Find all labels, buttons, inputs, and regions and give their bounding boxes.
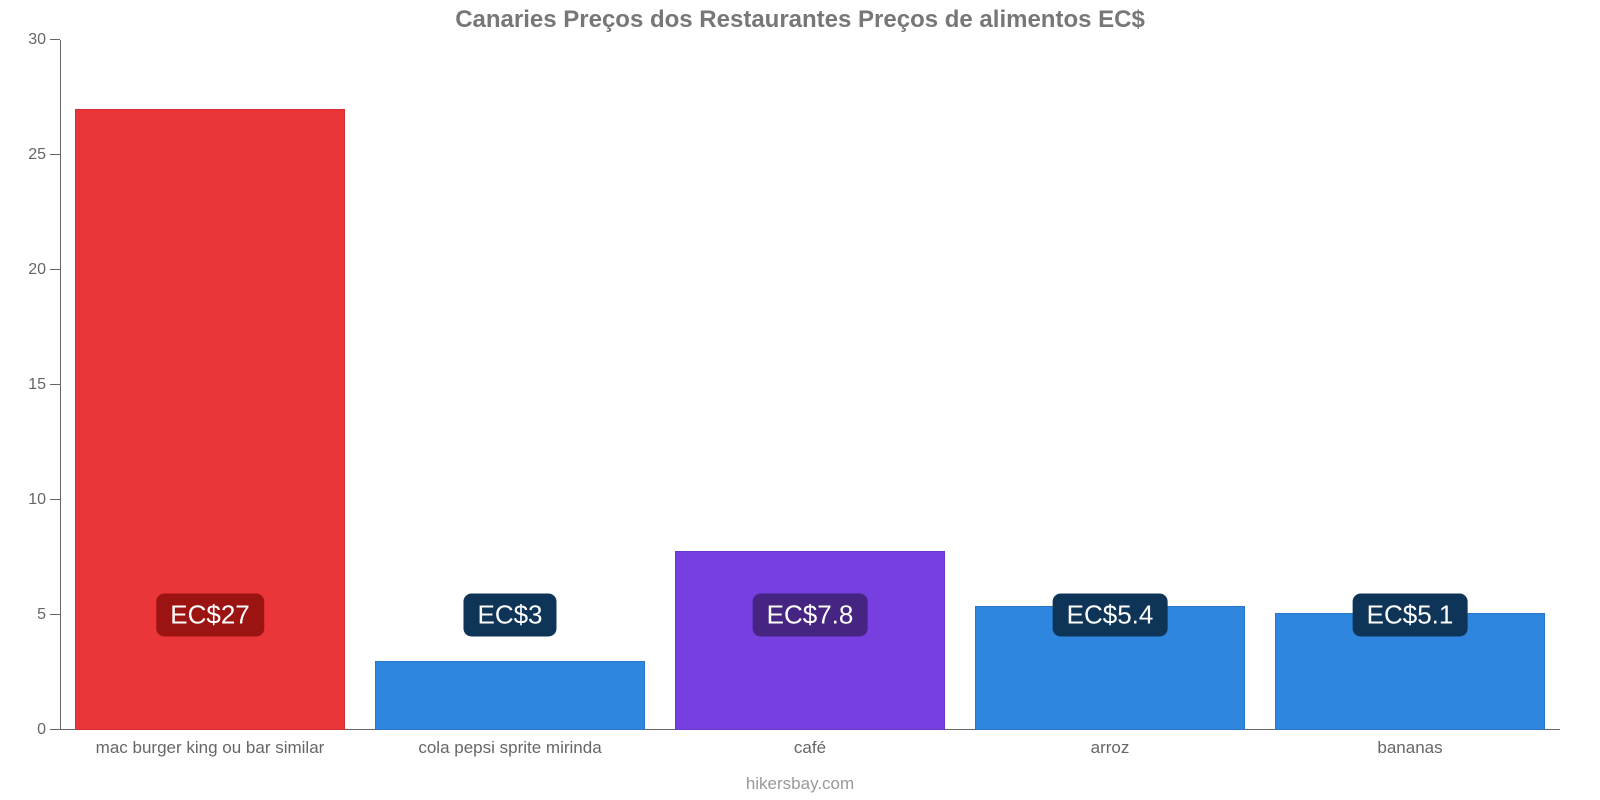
bar-value-badge: EC$3 <box>463 594 556 637</box>
bar-slot: EC$27mac burger king ou bar similar <box>60 40 360 730</box>
y-tick-label: 15 <box>28 376 60 394</box>
bar <box>675 551 945 730</box>
y-tick-label: 5 <box>37 606 60 624</box>
bar <box>75 109 345 730</box>
chart-title: Canaries Preços dos Restaurantes Preços … <box>0 6 1600 34</box>
bar-value-badge: EC$5.4 <box>1053 594 1168 637</box>
bar-slot: EC$5.1bananas <box>1260 40 1560 730</box>
bar-slot: EC$3cola pepsi sprite mirinda <box>360 40 660 730</box>
x-category-label: arroz <box>960 730 1260 758</box>
credit-text: hikersbay.com <box>0 774 1600 794</box>
x-category-label: café <box>660 730 960 758</box>
bar-value-badge: EC$27 <box>156 594 264 637</box>
x-category-label: cola pepsi sprite mirinda <box>360 730 660 758</box>
bar-slot: EC$5.4arroz <box>960 40 1260 730</box>
bars-container: EC$27mac burger king ou bar similarEC$3c… <box>60 40 1560 730</box>
bar-value-badge: EC$5.1 <box>1353 594 1468 637</box>
bar-slot: EC$7.8café <box>660 40 960 730</box>
bar-value-badge: EC$7.8 <box>753 594 868 637</box>
y-tick-label: 0 <box>37 721 60 739</box>
bar <box>375 661 645 730</box>
x-category-label: mac burger king ou bar similar <box>60 730 360 758</box>
price-bar-chart: Canaries Preços dos Restaurantes Preços … <box>0 0 1600 800</box>
plot-area: EC$27mac burger king ou bar similarEC$3c… <box>60 40 1560 730</box>
y-tick-label: 25 <box>28 146 60 164</box>
y-tick-label: 30 <box>28 31 60 49</box>
x-category-label: bananas <box>1260 730 1560 758</box>
y-tick-label: 10 <box>28 491 60 509</box>
y-tick-label: 20 <box>28 261 60 279</box>
